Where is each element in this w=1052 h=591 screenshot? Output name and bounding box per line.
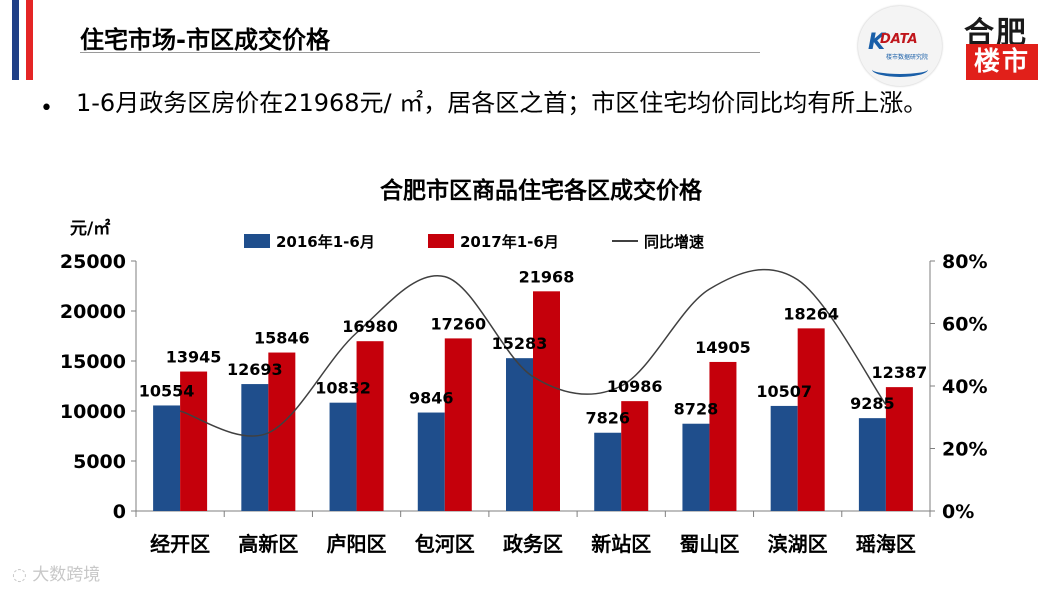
data-label-2017: 10986 (607, 377, 663, 396)
legend-label-1: 2017年1-6月 (460, 233, 559, 251)
bar-2016 (153, 405, 181, 511)
bar-2016 (858, 418, 886, 511)
watermark-icon: ◌ (12, 565, 33, 585)
legend-swatch-1 (428, 234, 454, 248)
accent-bar-red (26, 0, 33, 80)
data-label-2017: 16980 (342, 317, 398, 336)
bar-2017 (885, 387, 913, 511)
y2-tick-label: 0% (942, 501, 974, 523)
data-label-2017: 17260 (430, 314, 486, 333)
y-tick-label: 15000 (60, 351, 126, 373)
x-category-label: 经开区 (150, 532, 210, 556)
data-label-2017: 21968 (519, 267, 575, 286)
y-tick-label: 10000 (60, 401, 126, 423)
bar-2017 (797, 328, 825, 511)
hefei-market-logo: 合肥 楼市 (958, 4, 1046, 88)
data-logo-subtext: 楼市数据研究院 (886, 54, 929, 61)
data-label-2017: 18264 (783, 304, 839, 323)
bar-2017 (621, 401, 649, 511)
y-tick-label: 5000 (73, 451, 126, 473)
data-logo-mark: K (868, 30, 886, 55)
data-label-2016: 12693 (227, 360, 283, 379)
bar-2016 (594, 432, 622, 511)
bar-2017 (356, 341, 384, 511)
bar-2016 (770, 405, 798, 511)
x-category-label: 蜀山区 (679, 532, 739, 556)
watermark: ◌ 大数跨境 (12, 560, 100, 585)
bar-2016 (329, 402, 357, 511)
data-label-2016: 7826 (585, 409, 630, 428)
x-category-label: 政务区 (503, 532, 563, 556)
bar-2016 (417, 412, 445, 511)
legend-swatch-0 (244, 234, 270, 248)
growth-rate-line (179, 268, 887, 437)
bar-2017 (268, 352, 296, 511)
header-accent-bars (0, 0, 50, 80)
data-label-2016: 10507 (756, 382, 812, 401)
data-label-2016: 8728 (674, 400, 719, 419)
y-tick-label: 20000 (60, 301, 126, 323)
bar-2017 (180, 371, 208, 511)
bar-2016 (682, 423, 710, 511)
data-label-2016: 10832 (315, 379, 371, 398)
bar-2017 (444, 338, 472, 511)
data-label-2017: 15846 (254, 329, 310, 348)
data-label-2016: 9285 (850, 394, 895, 413)
market-logo-line2: 楼市 (966, 44, 1038, 80)
x-category-label: 滨湖区 (768, 532, 828, 556)
accent-bar-white (19, 0, 26, 80)
y-axis-label: 元/㎡ (70, 218, 110, 239)
x-category-label: 包河区 (415, 532, 475, 556)
bullet-text: 1-6月政务区房价在21968元/ ㎡，居各区之首；市区住宅均价同比均有所上涨。 (76, 89, 928, 117)
data-logo: K DATA 楼市数据研究院 (858, 6, 942, 86)
watermark-text: 大数跨境 (32, 565, 101, 585)
y2-tick-label: 20% (942, 439, 987, 461)
data-label-2016: 10554 (139, 381, 195, 400)
bullet-dot: • (40, 96, 53, 121)
data-logo-text: DATA (880, 32, 918, 47)
data-logo-arc (872, 62, 928, 77)
data-label-2017: 14905 (695, 338, 751, 357)
y-tick-label: 25000 (60, 251, 126, 273)
x-category-label: 新站区 (591, 532, 651, 556)
data-label-2017: 13945 (166, 348, 222, 367)
y-tick-label: 0 (113, 501, 126, 523)
slide-title: 住宅市场-市区成交价格 (80, 26, 330, 54)
legend-label-0: 2016年1-6月 (276, 233, 375, 251)
x-category-label: 瑶海区 (856, 532, 916, 556)
x-category-label: 庐阳区 (327, 532, 387, 556)
bar-2016 (506, 358, 533, 511)
data-label-2016: 9846 (409, 389, 454, 408)
accent-bar-blue (12, 0, 19, 80)
x-category-label: 高新区 (238, 532, 298, 556)
bar-2016 (241, 384, 269, 511)
title-divider (80, 52, 760, 53)
y2-tick-label: 60% (942, 314, 987, 336)
legend-label-2: 同比增速 (644, 233, 704, 251)
y2-tick-label: 40% (942, 376, 987, 398)
bar-2017 (533, 291, 560, 511)
bar-2017 (709, 361, 737, 511)
data-label-2017: 12387 (872, 363, 928, 382)
data-label-2016: 15283 (492, 334, 548, 353)
y2-tick-label: 80% (942, 251, 987, 273)
chart-title: 合肥市区商品住宅各区成交价格 (380, 177, 703, 204)
